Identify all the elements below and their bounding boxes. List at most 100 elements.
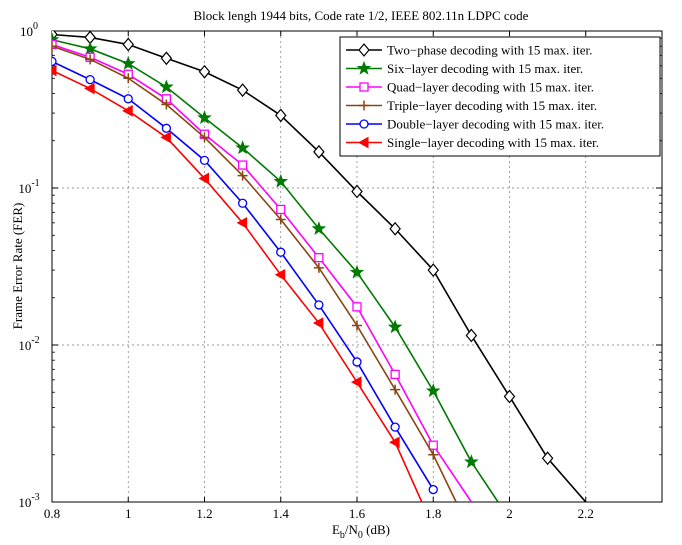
- y-axis-label: Frame Error Rate (FER): [10, 203, 25, 330]
- legend-label: Triple−layer decoding with 15 max. iter.: [387, 98, 597, 113]
- legend-item: Quad−layer decoding with 15 max. iter.: [346, 80, 594, 95]
- x-tick-label: 1: [125, 506, 132, 521]
- data-point: [311, 221, 327, 235]
- data-point: [541, 451, 554, 466]
- data-point: [427, 263, 440, 278]
- data-point: [236, 83, 249, 98]
- legend-item: Two−phase decoding with 15 max. iter.: [346, 43, 592, 58]
- data-point: [349, 264, 365, 279]
- data-point: [52, 39, 57, 50]
- series-group: [52, 31, 587, 502]
- data-point: [314, 300, 324, 310]
- data-point: [52, 64, 57, 77]
- data-point: [161, 99, 172, 110]
- data-point: [274, 268, 286, 281]
- x-tick-label: 1.2: [196, 506, 212, 521]
- data-point: [52, 56, 57, 67]
- series-triangle-left: [52, 64, 423, 502]
- data-point: [236, 216, 248, 229]
- legend-marker: [357, 136, 369, 149]
- legend-item: Single−layer decoding with 15 max. iter.: [346, 135, 599, 150]
- data-point: [199, 132, 210, 143]
- x-tick-label: 2.2: [578, 506, 594, 521]
- chart-title: Block lengh 1944 bits, Code rate 1/2, IE…: [194, 8, 529, 23]
- y-tick-label: 100: [20, 21, 38, 39]
- series-circle: [52, 56, 438, 495]
- data-point: [160, 51, 173, 66]
- series-diamond: [52, 31, 587, 502]
- data-point: [198, 172, 209, 185]
- data-point: [389, 436, 400, 449]
- data-point: [160, 131, 171, 144]
- legend-box: [339, 36, 661, 157]
- y-tick-label: 10-2: [18, 335, 39, 353]
- data-point: [237, 160, 248, 170]
- data-point: [390, 369, 400, 380]
- data-point: [425, 383, 441, 398]
- data-point: [389, 221, 401, 236]
- data-point: [276, 247, 286, 257]
- legend-marker: [359, 100, 369, 111]
- x-tick-label: 0.8: [44, 506, 60, 521]
- data-point: [313, 262, 324, 273]
- x-tick-label: 1.8: [425, 506, 441, 521]
- data-point: [122, 105, 133, 117]
- data-point: [84, 82, 95, 95]
- data-point: [237, 170, 248, 181]
- data-point: [313, 144, 325, 159]
- legend-marker: [356, 60, 372, 75]
- legend-label: Two−phase decoding with 15 max. iter.: [387, 43, 592, 58]
- data-point: [235, 140, 250, 155]
- data-point: [275, 214, 286, 225]
- data-point: [351, 184, 363, 199]
- x-tick-labels: 0.8 1 1.2 1.4 1.6 1.8 2 2.2: [44, 506, 594, 521]
- legend-label: Six−layer decoding with 15 max. iter.: [387, 61, 583, 76]
- data-point: [387, 319, 403, 334]
- data-point: [428, 440, 438, 450]
- y-tick-label: 10-1: [18, 178, 39, 196]
- y-tick-labels: 100 10-1 10-2 10-3: [18, 21, 39, 510]
- x-axis-label: Eb/N0 (dB): [332, 522, 390, 541]
- data-point: [276, 204, 286, 215]
- legend-label: Single−layer decoding with 15 max. iter.: [387, 135, 599, 150]
- data-point: [352, 302, 362, 312]
- data-point: [503, 389, 516, 404]
- data-point: [197, 110, 212, 124]
- legend-marker: [359, 119, 369, 129]
- data-point: [123, 73, 134, 84]
- data-point: [352, 357, 362, 367]
- data-point: [159, 79, 174, 94]
- data-point: [198, 64, 211, 79]
- data-point: [237, 198, 248, 208]
- data-point: [122, 37, 135, 52]
- data-point: [120, 55, 136, 70]
- data-point: [390, 422, 400, 432]
- data-point: [85, 74, 95, 85]
- data-point: [352, 320, 362, 331]
- x-tick-label: 1.6: [349, 506, 366, 521]
- data-point: [52, 41, 57, 52]
- data-point: [314, 253, 324, 263]
- data-point: [464, 454, 479, 469]
- data-point: [161, 123, 172, 133]
- legend-item: Triple−layer decoding with 15 max. iter.: [346, 98, 597, 113]
- legend-item: Double−layer decoding with 15 max. iter.: [346, 117, 604, 132]
- series-plus: [52, 41, 457, 502]
- series-line: [52, 43, 473, 502]
- data-point: [428, 449, 439, 460]
- series-star: [52, 32, 499, 502]
- data-point: [82, 41, 98, 56]
- legend-label: Quad−layer decoding with 15 max. iter.: [387, 80, 594, 95]
- legend-label: Double−layer decoding with 15 max. iter.: [387, 117, 604, 132]
- legend-marker: [359, 82, 369, 92]
- data-point: [428, 484, 438, 495]
- y-tick-label: 10-3: [18, 492, 39, 510]
- data-point: [123, 94, 133, 104]
- legend-marker: [358, 43, 370, 57]
- series-line: [52, 45, 457, 502]
- x-tick-label: 2: [506, 506, 513, 521]
- data-point: [274, 108, 287, 123]
- data-point: [85, 54, 96, 65]
- x-tick-label: 1.4: [273, 506, 290, 521]
